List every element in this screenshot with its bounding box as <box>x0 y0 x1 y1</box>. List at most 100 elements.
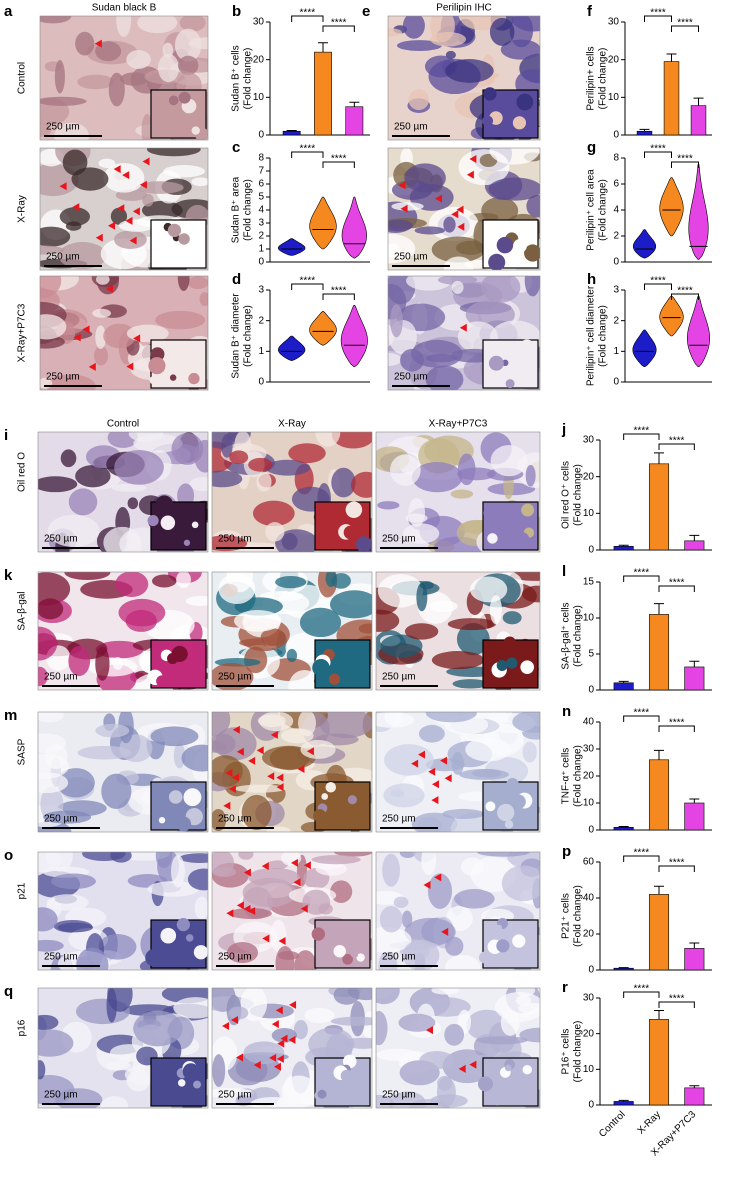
arrowhead <box>226 909 234 918</box>
micrograph: 250 µm <box>40 16 208 140</box>
tissue <box>456 623 490 656</box>
arrowhead <box>108 221 116 230</box>
frame <box>375 987 541 1109</box>
arrowhead <box>132 207 140 216</box>
frame <box>37 711 209 833</box>
tissue <box>47 514 100 547</box>
inset-cell <box>495 924 503 932</box>
arrowhead <box>423 880 431 889</box>
tissue <box>388 352 402 367</box>
tissue <box>444 954 481 970</box>
bar <box>684 948 705 971</box>
inset-cell <box>317 1089 327 1099</box>
arrowhead <box>222 1022 230 1031</box>
tissue <box>396 40 443 51</box>
y-tick-label: 4 <box>258 205 264 216</box>
y-tick-label: 60 <box>583 857 595 868</box>
tissue <box>331 573 351 589</box>
tissue <box>390 304 403 338</box>
significance: **** <box>634 568 650 579</box>
panel-letter: o <box>4 847 13 864</box>
arrowhead <box>59 182 67 191</box>
inset-cell <box>506 657 518 669</box>
tissue <box>127 497 139 510</box>
tissue <box>68 646 91 677</box>
micrograph: 250 µm <box>376 852 540 970</box>
inset-cell <box>488 253 506 270</box>
arrowhead <box>126 362 134 371</box>
significance: **** <box>669 436 685 447</box>
bracket <box>623 855 660 862</box>
tissue <box>408 1099 450 1108</box>
column-header: X-Ray <box>278 419 306 430</box>
tissue <box>256 471 272 492</box>
micrograph: 250 µm <box>212 988 372 1108</box>
error-bar <box>654 1009 664 1020</box>
arrowhead <box>122 171 130 180</box>
tissue <box>162 42 174 58</box>
arrowhead <box>231 773 239 782</box>
significance: **** <box>634 984 650 995</box>
tissue <box>404 917 456 947</box>
significance: **** <box>300 8 316 19</box>
frame <box>211 711 373 833</box>
tissue <box>431 651 485 670</box>
inset-cell <box>167 223 182 238</box>
arrowhead <box>88 362 96 371</box>
tissue <box>234 597 283 616</box>
tissue <box>425 365 464 390</box>
bracket <box>623 715 660 722</box>
y-tick-label: 3 <box>258 218 264 229</box>
tissue <box>443 256 474 270</box>
arrowhead <box>95 233 103 242</box>
tissue <box>525 464 536 487</box>
micrograph: 250 µm <box>212 852 372 970</box>
panel-letter: q <box>4 983 13 1000</box>
error-bar <box>689 942 700 949</box>
x-tick-label: X-Ray <box>636 1109 663 1136</box>
inset-cell <box>488 355 504 371</box>
tissue <box>444 1023 465 1046</box>
inset-cell <box>478 951 492 964</box>
tissue <box>445 59 494 83</box>
micrograph: 250 µm <box>38 988 208 1108</box>
tissue <box>457 453 476 486</box>
tissue <box>451 280 464 294</box>
tissue <box>59 207 90 227</box>
arrowhead <box>276 1054 284 1063</box>
bracket <box>658 865 695 872</box>
tissue <box>75 31 95 56</box>
error-bar <box>689 1085 700 1088</box>
tissue <box>383 783 425 808</box>
arrowhead <box>306 747 314 756</box>
tissue <box>315 432 341 447</box>
tissue <box>431 988 460 995</box>
inset-cell <box>185 934 194 942</box>
panel-letter: n <box>562 703 571 720</box>
tissue <box>98 158 116 169</box>
tissue <box>275 529 318 552</box>
violin <box>632 329 657 367</box>
error-bar <box>639 128 650 132</box>
tissue <box>384 712 403 726</box>
micrograph: 250 µm <box>212 432 372 552</box>
tissue <box>194 896 208 920</box>
tissue <box>315 862 348 876</box>
tissue <box>158 53 179 83</box>
tissue <box>103 526 142 552</box>
error-bar <box>689 798 700 803</box>
arrowhead <box>431 796 439 805</box>
arrowhead <box>288 1035 296 1044</box>
tissue <box>133 433 183 453</box>
panel-letter: f <box>587 3 593 20</box>
micrograph: 250 µm <box>40 148 208 270</box>
tissue <box>427 873 453 909</box>
inset-cell <box>503 636 517 650</box>
tissue <box>179 16 206 32</box>
bracket <box>658 585 695 592</box>
tissue <box>218 573 256 605</box>
inset-cell <box>522 1064 532 1075</box>
arrowhead <box>297 765 305 774</box>
error-bar <box>618 544 629 547</box>
arrowhead <box>256 746 264 755</box>
